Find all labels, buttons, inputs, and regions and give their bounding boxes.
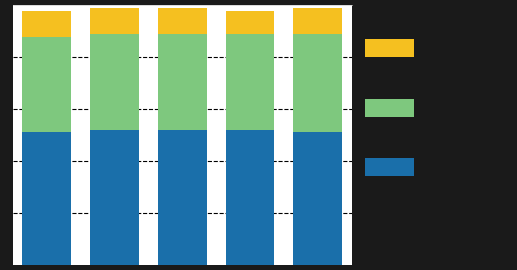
Bar (90, 130, 139, 265)
Bar (22, 36, 71, 132)
Bar (225, 11, 275, 34)
Bar (158, 130, 207, 265)
Bar (225, 34, 275, 130)
Bar (365, 99, 415, 117)
Bar (293, 34, 342, 132)
Bar (158, 8, 207, 34)
Bar (293, 132, 342, 265)
Bar (22, 132, 71, 265)
Bar (365, 158, 415, 177)
Bar (90, 34, 139, 130)
Bar (293, 8, 342, 34)
Bar (90, 8, 139, 34)
Bar (225, 130, 275, 265)
Bar (365, 39, 415, 57)
Bar (22, 11, 71, 36)
Bar (158, 34, 207, 130)
